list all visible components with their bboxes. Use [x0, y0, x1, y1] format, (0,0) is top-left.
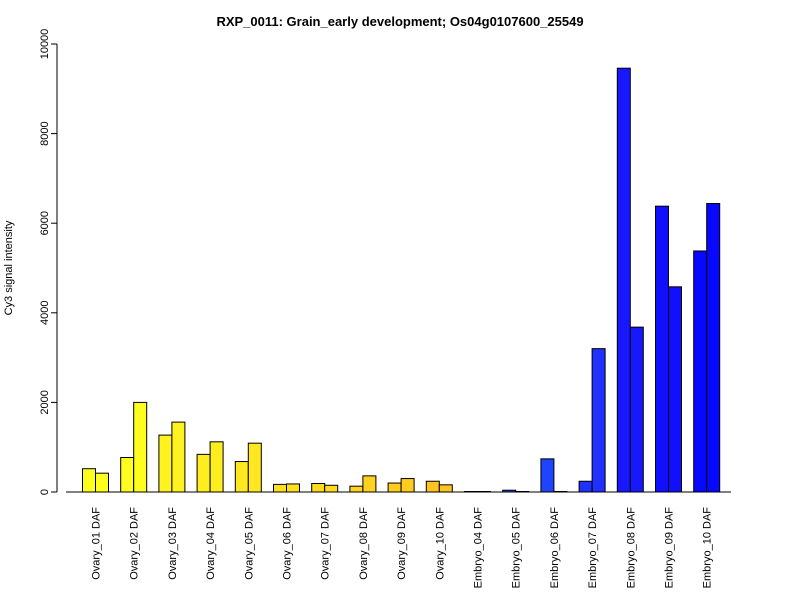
bar	[616, 67, 631, 493]
y-tick-label: 0	[39, 489, 51, 495]
bar	[362, 475, 377, 493]
bar	[591, 348, 606, 493]
x-tick-label: Embryo_07 DAF	[587, 507, 599, 589]
bar	[311, 482, 326, 493]
bar	[438, 484, 453, 493]
y-tick-label: 6000	[39, 211, 51, 235]
x-tick-label: Embryo_06 DAF	[549, 507, 561, 589]
x-tick-label: Ovary_10 DAF	[434, 507, 446, 580]
x-tick-label: Ovary_01 DAF	[91, 507, 103, 580]
bar	[553, 491, 568, 493]
bar	[273, 483, 287, 493]
bar	[629, 326, 644, 493]
bar	[286, 483, 300, 493]
bar	[706, 202, 721, 493]
bar	[668, 286, 682, 493]
x-tick-labels: Ovary_01 DAF Ovary_02 DAF Ovary_03 DAF Ovar…	[91, 507, 714, 589]
bar	[477, 491, 491, 493]
bar	[158, 434, 173, 493]
bar	[400, 478, 415, 493]
x-tick-label: Embryo_05 DAF	[511, 507, 523, 589]
y-tick-label: 10000	[39, 29, 51, 60]
bar	[171, 421, 186, 493]
bar	[349, 485, 364, 493]
x-tick-label: Ovary_04 DAF	[205, 507, 217, 580]
x-tick-label: Ovary_06 DAF	[282, 507, 294, 580]
bar	[196, 453, 211, 493]
x-tick-label: Ovary_02 DAF	[129, 507, 141, 580]
x-tick-label: Ovary_08 DAF	[358, 507, 370, 580]
bars	[82, 67, 721, 493]
y-tick-label: 8000	[39, 121, 51, 145]
bar	[95, 472, 109, 493]
bar	[540, 458, 555, 493]
bar	[578, 480, 593, 493]
x-tick-label: Ovary_07 DAF	[320, 507, 332, 580]
bar	[209, 441, 224, 493]
bar	[464, 491, 478, 493]
x-tick-label: Embryo_09 DAF	[664, 507, 676, 589]
bar	[655, 205, 669, 493]
y-tick-label: 4000	[39, 301, 51, 325]
bar	[502, 489, 517, 493]
bar	[425, 480, 440, 493]
bar	[693, 250, 708, 493]
chart-title: RXP_0011: Grain_early development; Os04g…	[216, 14, 583, 29]
bar	[82, 468, 96, 493]
bar	[387, 482, 402, 493]
bar	[133, 401, 148, 493]
y-axis-label: Cy3 signal intensity	[3, 220, 15, 315]
bar	[515, 491, 530, 493]
x-tick-label: Ovary_09 DAF	[396, 507, 408, 580]
x-tick-label: Embryo_10 DAF	[702, 507, 714, 589]
y-tick-label: 2000	[39, 390, 51, 414]
x-tick-label: Ovary_03 DAF	[167, 507, 179, 580]
y-axis: 0 2000 4000 6000 8000 10000	[39, 29, 58, 495]
bar	[324, 484, 339, 493]
bar	[247, 442, 262, 493]
x-tick-label: Embryo_08 DAF	[625, 507, 637, 589]
x-tick-label: Ovary_05 DAF	[243, 507, 255, 580]
bar	[120, 457, 135, 493]
bar	[234, 461, 249, 493]
x-tick-label: Embryo_04 DAF	[473, 507, 485, 589]
